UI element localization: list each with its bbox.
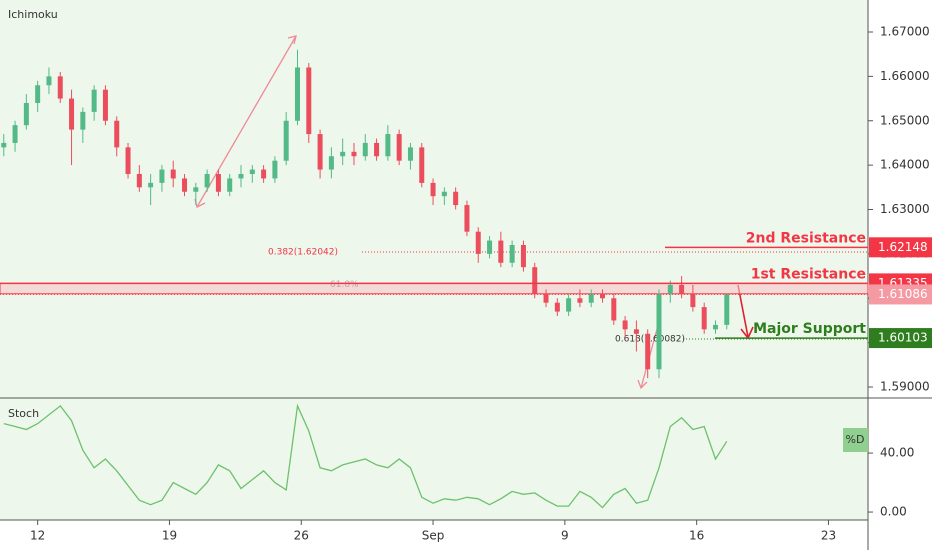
candle-body xyxy=(193,187,199,192)
candle-body xyxy=(645,333,651,370)
candle-body xyxy=(1,142,7,148)
candle-body xyxy=(396,134,402,161)
level-label: Major Support xyxy=(753,321,866,337)
price-tag xyxy=(869,237,932,258)
legend-label: %D xyxy=(846,433,865,446)
zone-label: 61.8% xyxy=(330,280,359,290)
candle-body xyxy=(102,89,108,121)
candle-body xyxy=(419,147,425,183)
candle-body xyxy=(611,298,617,321)
candle-body xyxy=(475,231,481,254)
x-tick-label: 9 xyxy=(561,529,569,543)
candle-body xyxy=(498,240,504,263)
candle-body xyxy=(724,294,730,325)
y-tick-label: 1.66000 xyxy=(880,69,930,83)
candle-body xyxy=(374,142,380,157)
candle-body xyxy=(69,98,75,130)
candle-body xyxy=(600,293,606,299)
level-label: 2nd Resistance xyxy=(746,230,866,246)
candle-body xyxy=(204,174,210,188)
price-tag-label: 1.62148 xyxy=(878,240,928,254)
candle-body xyxy=(227,178,233,192)
candle-body xyxy=(566,298,572,312)
candle-body xyxy=(249,169,255,175)
y-tick-label: 1.59000 xyxy=(880,380,930,394)
price-tag xyxy=(869,284,932,305)
candle-body xyxy=(464,205,470,232)
candle-body xyxy=(328,156,334,170)
candle-body xyxy=(306,67,312,135)
candle-body xyxy=(362,142,368,157)
candle-body xyxy=(182,178,188,192)
y-tick-label: 40.00 xyxy=(880,446,914,460)
candle-body xyxy=(690,293,696,308)
level-label: 1st Resistance xyxy=(751,266,866,282)
candle-body xyxy=(340,151,346,157)
x-tick-label: Sep xyxy=(422,529,445,543)
candle-body xyxy=(385,134,391,157)
candle-body xyxy=(114,120,120,148)
x-tick-label: 26 xyxy=(294,529,309,543)
candle-body xyxy=(283,120,289,161)
candle-body xyxy=(125,147,131,175)
plot-background xyxy=(0,0,868,520)
candle-body xyxy=(35,85,41,103)
candle-body xyxy=(679,284,685,294)
candle-body xyxy=(520,245,526,268)
candle-body xyxy=(532,267,538,294)
candle-body xyxy=(453,191,459,206)
candle-body xyxy=(148,182,154,188)
candle-body xyxy=(701,307,707,330)
candle-body xyxy=(430,182,436,197)
candle-body xyxy=(554,302,560,312)
x-tick-label: 19 xyxy=(162,529,177,543)
candle-body xyxy=(80,111,86,130)
candle-body xyxy=(170,169,176,179)
candle-body xyxy=(272,160,278,179)
candle-body xyxy=(588,293,594,303)
y-tick-label: 1.65000 xyxy=(880,113,930,127)
price-tag-label: 1.60103 xyxy=(878,331,928,345)
x-tick-label: 23 xyxy=(821,529,836,543)
resistance-zone xyxy=(0,282,869,295)
fib-label: 0.382(1.62042) xyxy=(268,248,338,258)
legend-badge xyxy=(843,428,868,452)
candle-body xyxy=(261,169,267,179)
price-tag xyxy=(869,328,932,349)
candle-body xyxy=(351,151,357,157)
candle-body xyxy=(57,76,63,99)
x-tick-label: 16 xyxy=(689,529,704,543)
candle-body xyxy=(407,147,413,161)
y-tick-label: 1.64000 xyxy=(880,158,930,172)
candle-body xyxy=(712,324,718,330)
y-tick-label: 1.67000 xyxy=(880,24,930,38)
candle-body xyxy=(12,125,18,143)
candle-body xyxy=(317,134,323,170)
candle-body xyxy=(509,245,515,263)
candle-body xyxy=(577,298,583,303)
candle-body xyxy=(667,284,673,294)
candle-body xyxy=(294,67,300,121)
candle-body xyxy=(46,76,52,86)
candle-body xyxy=(543,293,549,303)
candle-body xyxy=(656,293,662,370)
price-tag-label: 1.61086 xyxy=(878,287,928,301)
candle-body xyxy=(238,174,244,179)
candle-body xyxy=(215,174,221,192)
candle-body xyxy=(91,89,97,112)
candle-body xyxy=(136,174,142,188)
panel-title: Ichimoku xyxy=(8,8,58,21)
candle-body xyxy=(441,191,447,197)
candle-body xyxy=(622,320,628,330)
panel-title: Stoch xyxy=(8,407,39,420)
x-tick-label: 12 xyxy=(30,529,45,543)
candle-body xyxy=(159,169,165,183)
candle-body xyxy=(487,240,493,254)
candle-body xyxy=(633,329,639,334)
y-tick-label: 1.63000 xyxy=(880,202,930,216)
candle-body xyxy=(23,102,29,126)
stoch-line xyxy=(3,403,728,509)
y-tick-label: 0.00 xyxy=(880,505,907,519)
